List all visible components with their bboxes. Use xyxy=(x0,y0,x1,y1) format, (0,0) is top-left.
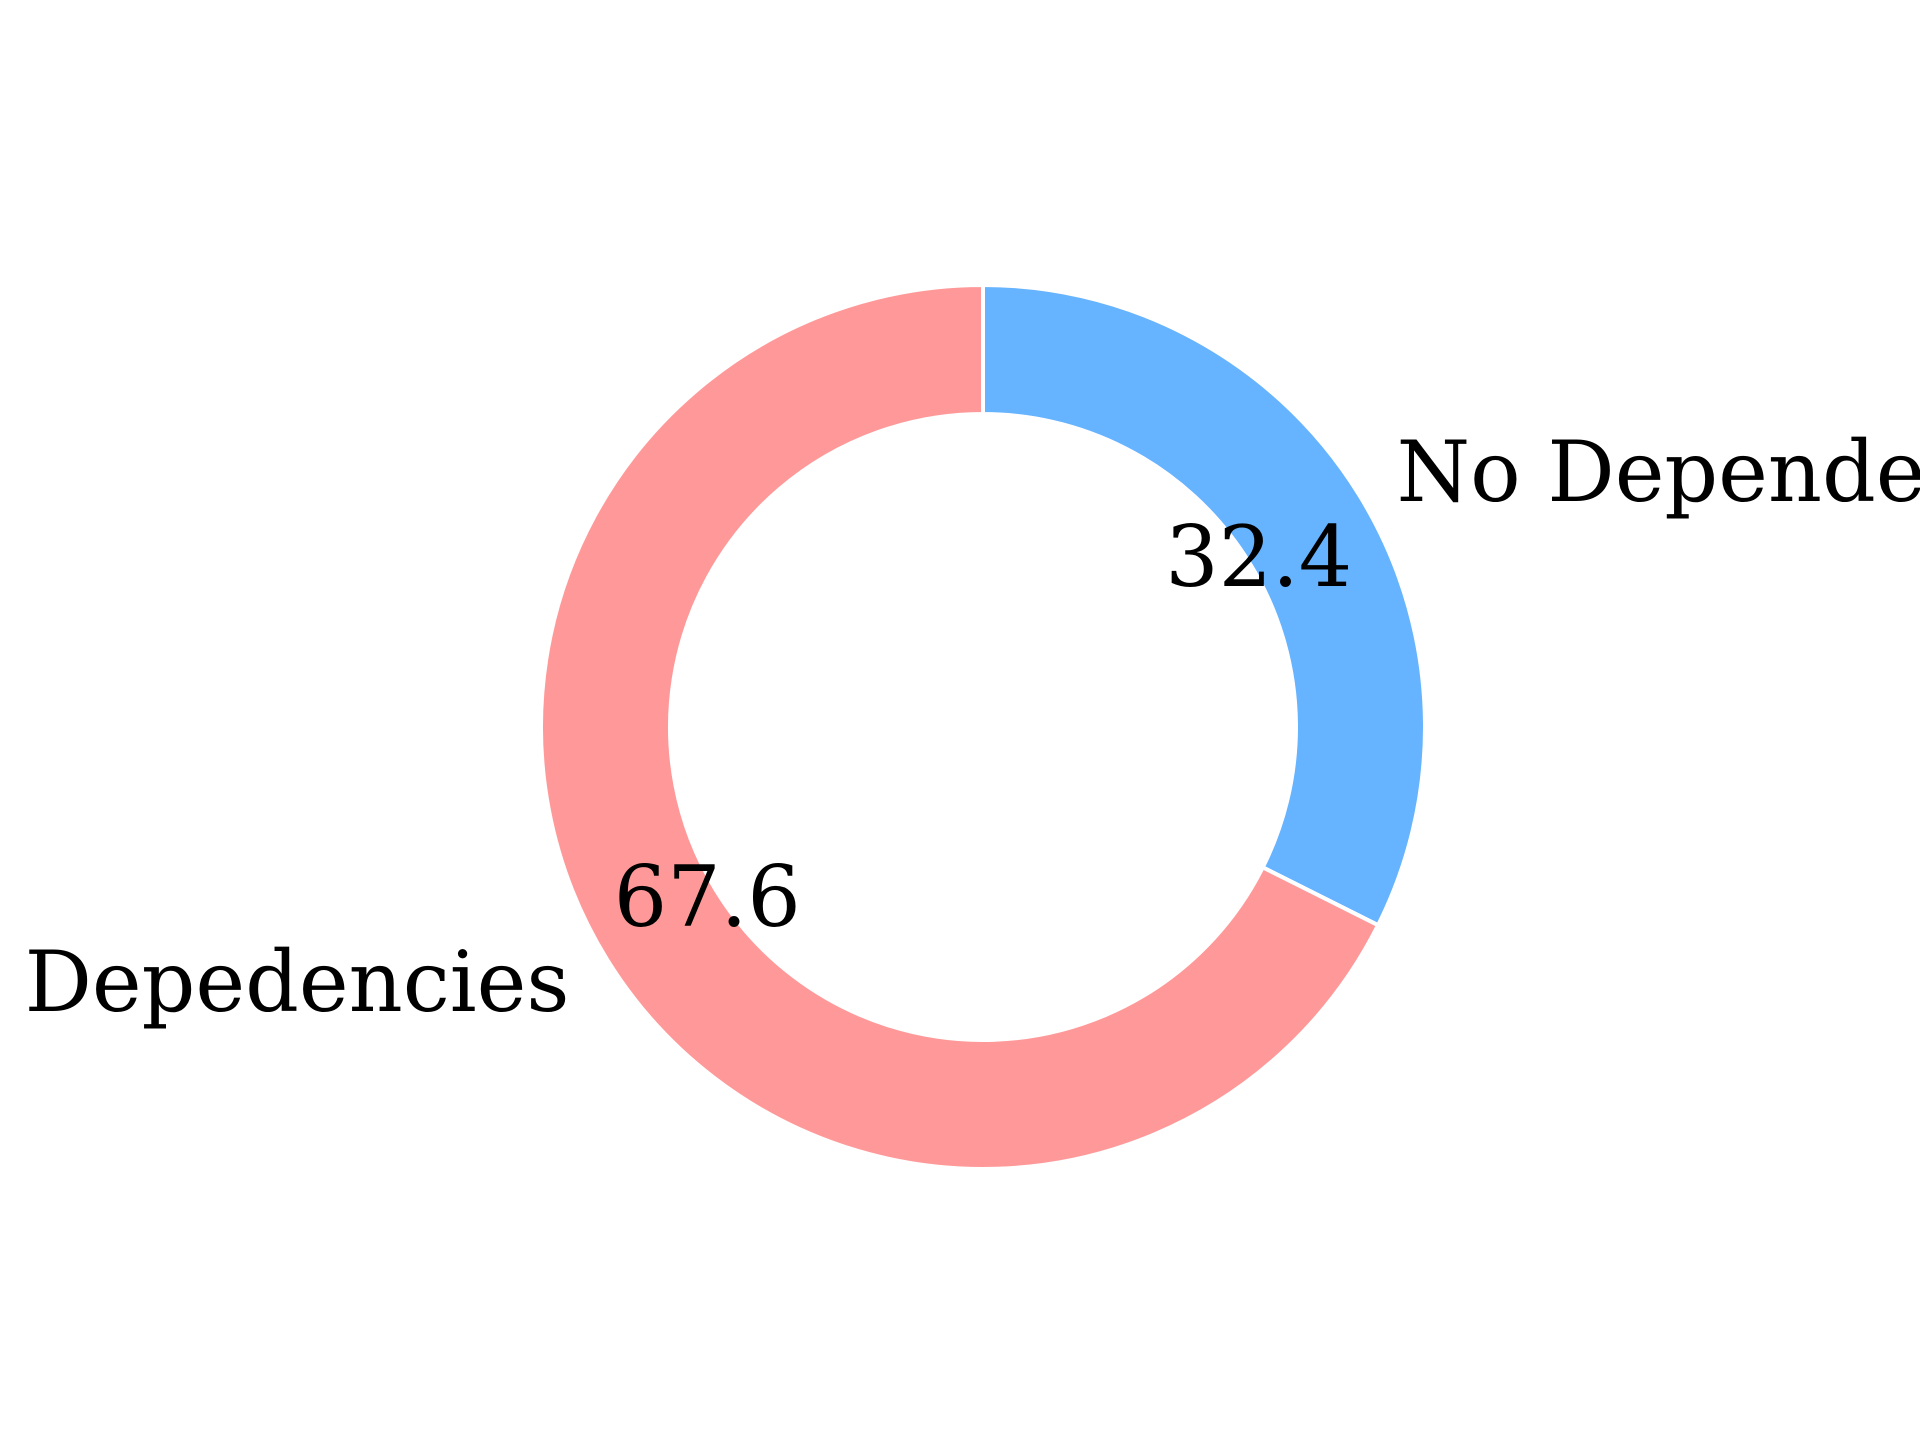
category-labels: No Dependencies Having Depedencies xyxy=(0,423,1920,1031)
value-label-no-dependencies: 32.4 xyxy=(1165,508,1352,606)
category-label-having-depedencies: Having Depedencies xyxy=(0,933,569,1031)
slice-no-dependencies xyxy=(981,283,1427,928)
value-label-having-depedencies: 67.6 xyxy=(614,848,801,946)
category-label-no-dependencies: No Dependencies xyxy=(1397,423,1920,521)
donut-slices xyxy=(539,283,1427,1171)
slice-having-depedencies xyxy=(539,283,1381,1171)
value-labels: 32.4 67.6 xyxy=(614,508,1352,946)
